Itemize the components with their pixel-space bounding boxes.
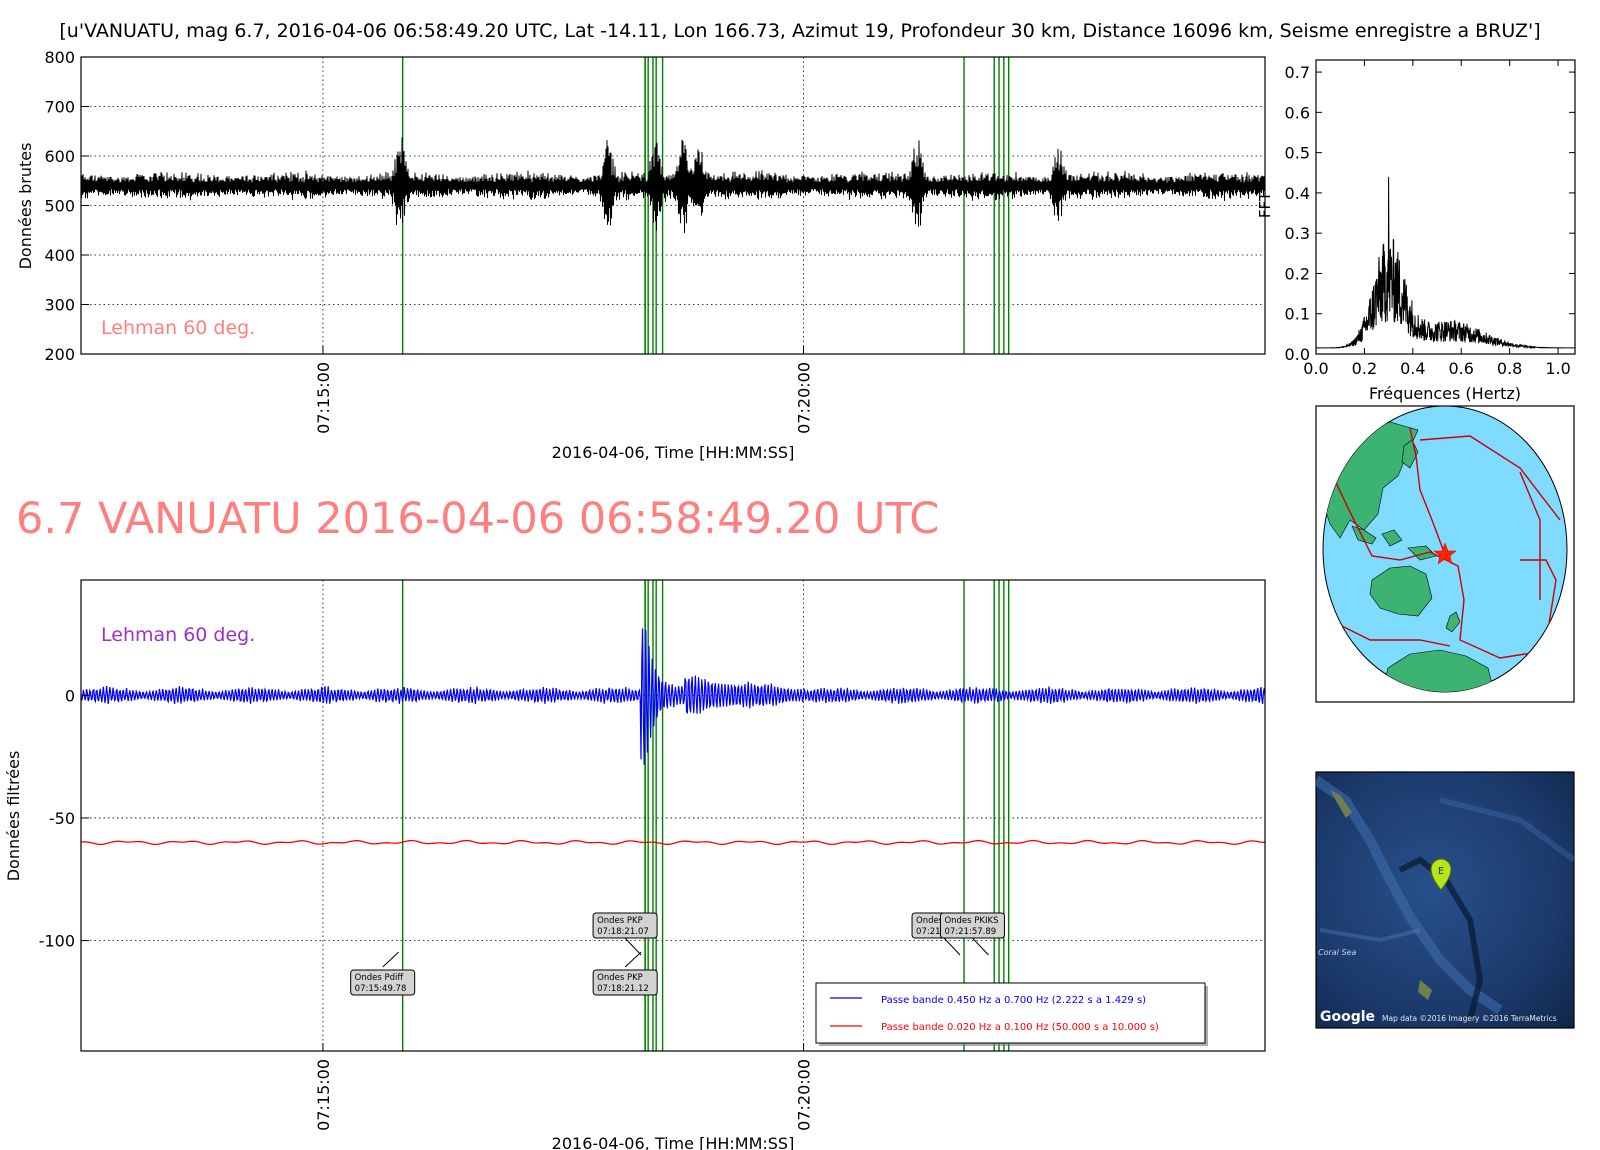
- new-zealand-land: [1445, 611, 1461, 633]
- filtered-low-band-trace: [81, 839, 1265, 846]
- map-credits: Map data ©2016 Imagery ©2016 TerraMetric…: [1382, 1014, 1557, 1023]
- filtered-wave-label: Lehman 60 deg.: [101, 624, 255, 646]
- annotation-arrow: [624, 951, 642, 968]
- filtered-high-band-trace: [81, 628, 1265, 765]
- fft-y-tick-label: 0.4: [1285, 184, 1310, 203]
- fft-x-tick-label: 0.6: [1449, 359, 1474, 378]
- annotation-arrow: [943, 937, 961, 956]
- filtered-x-tick-label: 07:15:00: [314, 1059, 333, 1131]
- figure-title: [u'VANUATU, mag 6.7, 2016-04-06 06:58:49…: [59, 20, 1540, 42]
- fft-y-tick-label: 0.3: [1285, 224, 1310, 243]
- marker-letter: E: [1438, 866, 1444, 877]
- fft-x-tick-label: 0.4: [1400, 359, 1425, 378]
- islands-land-2: [1381, 529, 1403, 547]
- annotation-label: Ondes PP: [916, 916, 956, 926]
- raw-y-tick-label: 800: [44, 48, 75, 67]
- fft-x-tick-label: 0.0: [1303, 359, 1328, 378]
- raw-x-tick-label: 07:15:00: [314, 362, 333, 434]
- legend-entry-high: Passe bande 0.450 Hz a 0.700 Hz (2.222 s…: [881, 995, 1146, 1006]
- filtered-y-label: Données filtrées: [4, 751, 23, 882]
- annotation-arrow: [972, 937, 989, 956]
- headline: 6.7 VANUATU 2016-04-06 06:58:49.20 UTC: [16, 494, 939, 544]
- annotation-arrow: [382, 951, 400, 968]
- location-pin-icon: [1430, 858, 1452, 891]
- fft-x-label: Fréquences (Hertz): [1369, 384, 1521, 403]
- google-logo: Google: [1320, 1009, 1375, 1025]
- fft-trace: [1316, 176, 1575, 350]
- fft-y-tick-label: 0.1: [1285, 305, 1310, 324]
- filtered-x-ticks: 07:15:00 07:20:00: [314, 1043, 814, 1131]
- annotation-box: [350, 969, 416, 996]
- fft-panel: 0.0 0.1 0.2 0.3 0.4 0.5 0.6 0.7 0.0 0.2 0.4 0.6 0.8…: [1256, 59, 1576, 403]
- filtered-y-tick-label: -100: [39, 932, 75, 951]
- raw-x-label: 2016-04-06, Time [HH:MM:SS]: [552, 443, 795, 462]
- raw-axes-frame: [80, 56, 1266, 355]
- satellite-map: E Coral Sea Google Map data ©2016 Imager…: [1315, 771, 1575, 1029]
- annotation-time: 07:18:21.12: [597, 984, 649, 994]
- raw-wave-label: Lehman 60 deg.: [101, 317, 255, 339]
- raw-gridlines: [81, 56, 1265, 355]
- annotation-time: 07:21:57.89: [944, 927, 996, 937]
- fft-y-tick-label: 0.7: [1285, 63, 1310, 82]
- annotation-label: Ondes Pdiff: [355, 973, 405, 983]
- fft-x-tick-label: 1.0: [1545, 359, 1570, 378]
- raw-y-tick-label: 200: [44, 345, 75, 364]
- annotation-box: [592, 969, 658, 996]
- filtered-y-ticks: 0 -50 -100: [39, 686, 89, 951]
- fft-axes-frame: [1315, 59, 1576, 355]
- fft-y-tick-label: 0.6: [1285, 103, 1310, 122]
- raw-y-tick-label: 400: [44, 246, 75, 265]
- fft-y-tick-label: 0.5: [1285, 144, 1310, 163]
- annotation-label: Ondes PKP: [597, 916, 643, 926]
- fft-y-label: FFT: [1256, 191, 1274, 218]
- raw-y-ticks: 200 300 400 500 600 700 800: [44, 48, 89, 364]
- raw-phase-lines: [401, 57, 1010, 354]
- filtered-x-label: 2016-04-06, Time [HH:MM:SS]: [552, 1134, 795, 1150]
- annotation-arrow: [624, 937, 642, 956]
- australia-land: [1369, 565, 1433, 617]
- legend: Passe bande 0.450 Hz a 0.700 Hz (2.222 s…: [815, 982, 1208, 1046]
- fft-x-tick-label: 0.2: [1352, 359, 1377, 378]
- raw-trace: [81, 137, 1265, 234]
- raw-y-tick-label: 600: [44, 147, 75, 166]
- filtered-gridlines: [81, 580, 1265, 1051]
- raw-x-tick-label: 07:20:00: [795, 362, 814, 434]
- fft-y-ticks: 0.0 0.1 0.2 0.3 0.4 0.5 0.6 0.7: [1285, 63, 1575, 364]
- annotation-label: Ondes PKIKS: [944, 916, 998, 926]
- filtered-axes-frame: [80, 579, 1266, 1052]
- raw-y-tick-label: 500: [44, 197, 75, 216]
- globe-map: [1315, 405, 1575, 703]
- annotation-label: Ondes PKP: [597, 973, 643, 983]
- satellite-features: [1316, 775, 1574, 1021]
- raw-y-label: Données brutes: [16, 143, 35, 270]
- fft-y-tick-label: 0.2: [1285, 264, 1310, 283]
- islands-land: [1351, 525, 1377, 545]
- raw-panel: 200 300 400 500 600 700 800 07:15:00 07:20:00 L…: [16, 48, 1266, 462]
- filtered-y-tick-label: -50: [49, 809, 75, 828]
- raw-y-tick-label: 300: [44, 296, 75, 315]
- legend-entry-low: Passe bande 0.020 Hz a 0.100 Hz (50.000 …: [881, 1022, 1159, 1033]
- place-label: Coral Sea: [1318, 948, 1356, 957]
- fft-x-ticks: 0.0 0.2 0.4 0.6 0.8 1.0: [1303, 60, 1571, 378]
- annotation-time: 07:18:21.07: [597, 927, 649, 937]
- epicenter-star-icon: [1433, 542, 1457, 565]
- raw-y-tick-label: 700: [44, 98, 75, 117]
- filtered-y-tick-label: 0: [65, 686, 75, 705]
- filtered-phase-lines: [401, 580, 1010, 1051]
- filtered-panel: 0-50-100 07:15:00 07:20:00 Ondes Pdiff07:…: [4, 579, 1266, 1150]
- annotation-time: 07:15:49.78: [355, 984, 407, 994]
- raw-x-ticks: 07:15:00 07:20:00: [314, 346, 814, 434]
- filtered-x-tick-label: 07:20:00: [795, 1059, 814, 1131]
- fft-x-tick-label: 0.8: [1497, 359, 1522, 378]
- fft-y-tick-label: 0.0: [1285, 345, 1310, 364]
